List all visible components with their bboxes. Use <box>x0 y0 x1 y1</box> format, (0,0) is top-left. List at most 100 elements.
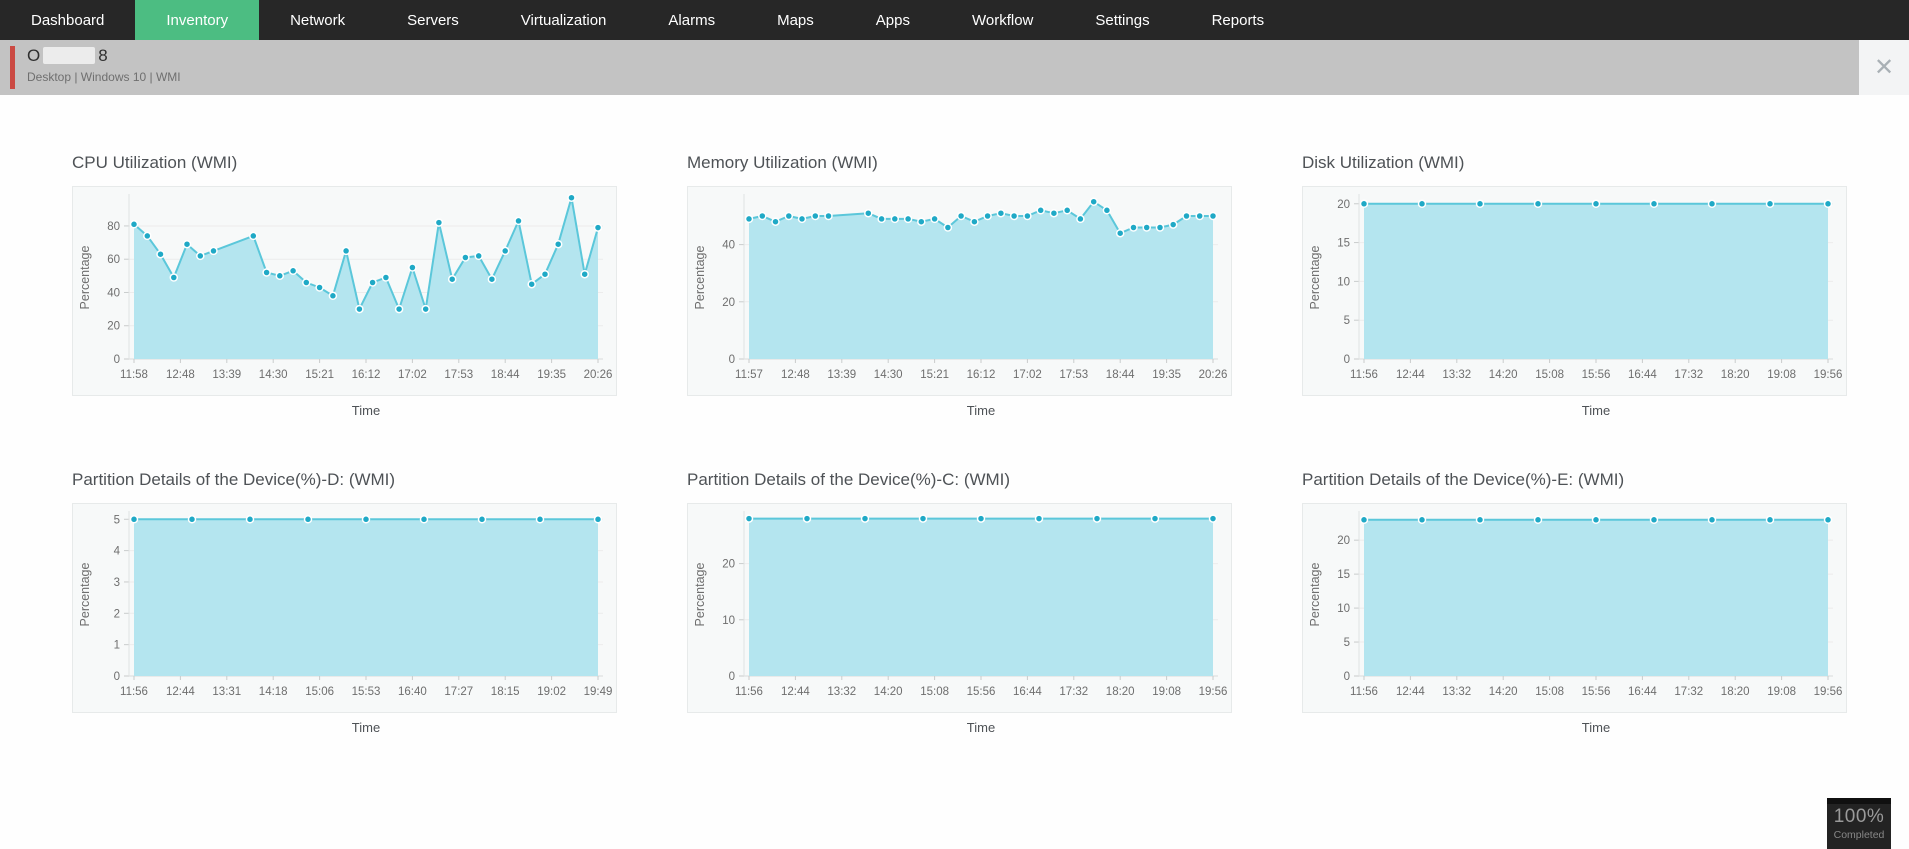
data-point[interactable] <box>182 239 192 249</box>
data-point[interactable] <box>983 211 992 221</box>
data-point[interactable] <box>1591 199 1601 209</box>
data-point[interactable] <box>824 211 833 221</box>
data-point[interactable] <box>1823 199 1833 209</box>
close-button[interactable]: ✕ <box>1859 40 1909 95</box>
data-point[interactable] <box>129 515 139 524</box>
nav-item-settings[interactable]: Settings <box>1095 11 1150 29</box>
nav-item-maps[interactable]: Maps <box>777 11 814 29</box>
data-point[interactable] <box>361 515 371 524</box>
data-point[interactable] <box>303 515 313 524</box>
data-point[interactable] <box>477 515 487 524</box>
data-point[interactable] <box>1591 515 1601 525</box>
data-point[interactable] <box>381 273 391 282</box>
nav-item-workflow[interactable]: Workflow <box>971 11 1034 29</box>
data-point[interactable] <box>1142 223 1151 232</box>
data-point[interactable] <box>408 263 417 272</box>
data-point[interactable] <box>917 217 926 226</box>
data-point[interactable] <box>1707 515 1717 525</box>
data-point[interactable] <box>1475 515 1485 525</box>
data-point[interactable] <box>394 304 404 314</box>
data-point[interactable] <box>593 223 603 232</box>
data-point[interactable] <box>744 514 754 523</box>
data-point[interactable] <box>1707 199 1717 209</box>
data-point[interactable] <box>487 274 497 284</box>
data-point[interactable] <box>196 251 205 261</box>
data-point[interactable] <box>1208 211 1218 221</box>
data-point[interactable] <box>1089 197 1098 206</box>
data-point[interactable] <box>143 231 152 241</box>
data-point[interactable] <box>1168 220 1178 229</box>
data-point[interactable] <box>1076 214 1085 224</box>
data-point[interactable] <box>535 515 545 524</box>
nav-item-inventory[interactable]: Inventory <box>135 0 260 40</box>
data-point[interactable] <box>419 515 429 524</box>
data-point[interactable] <box>918 514 928 523</box>
data-point[interactable] <box>328 291 338 301</box>
data-point[interactable] <box>1208 514 1218 523</box>
data-point[interactable] <box>864 208 873 218</box>
data-point[interactable] <box>1359 515 1369 525</box>
data-point[interactable] <box>368 278 377 287</box>
data-point[interactable] <box>1062 206 1072 215</box>
data-point[interactable] <box>802 514 812 523</box>
data-point[interactable] <box>1765 515 1775 525</box>
nav-item-reports[interactable]: Reports <box>1211 11 1265 29</box>
data-point[interactable] <box>169 273 179 282</box>
data-point[interactable] <box>1150 514 1160 523</box>
nav-item-virtualization[interactable]: Virtualization <box>520 11 607 29</box>
data-point[interactable] <box>1182 211 1191 221</box>
data-point[interactable] <box>956 211 966 221</box>
data-point[interactable] <box>1009 211 1019 221</box>
data-point[interactable] <box>129 220 139 229</box>
data-point[interactable] <box>249 231 258 241</box>
data-point[interactable] <box>500 246 510 256</box>
data-point[interactable] <box>355 304 364 314</box>
data-point[interactable] <box>187 515 197 524</box>
data-point[interactable] <box>245 515 255 524</box>
data-point[interactable] <box>1036 206 1045 215</box>
data-point[interactable] <box>447 274 457 284</box>
nav-item-servers[interactable]: Servers <box>407 11 459 29</box>
data-point[interactable] <box>811 211 820 221</box>
data-point[interactable] <box>262 268 271 277</box>
data-point[interactable] <box>1359 199 1369 209</box>
data-point[interactable] <box>860 514 870 523</box>
data-point[interactable] <box>527 279 536 289</box>
data-point[interactable] <box>567 193 576 202</box>
data-point[interactable] <box>943 223 953 232</box>
data-point[interactable] <box>970 217 979 226</box>
data-point[interactable] <box>1129 223 1138 232</box>
data-point[interactable] <box>1649 515 1659 525</box>
data-point[interactable] <box>434 218 444 227</box>
data-point[interactable] <box>877 214 886 224</box>
data-point[interactable] <box>1533 515 1543 525</box>
data-point[interactable] <box>553 239 563 249</box>
data-point[interactable] <box>1649 199 1659 209</box>
nav-item-alarms[interactable]: Alarms <box>668 11 716 29</box>
data-point[interactable] <box>1823 515 1833 525</box>
data-point[interactable] <box>1102 206 1112 215</box>
data-point[interactable] <box>209 246 218 256</box>
data-point[interactable] <box>1115 228 1125 238</box>
data-point[interactable] <box>996 208 1006 218</box>
data-point[interactable] <box>771 217 780 226</box>
data-point[interactable] <box>1049 208 1059 218</box>
data-point[interactable] <box>580 269 589 279</box>
data-point[interactable] <box>461 253 470 262</box>
data-point[interactable] <box>1765 199 1775 209</box>
data-point[interactable] <box>1195 211 1204 221</box>
data-point[interactable] <box>593 515 603 524</box>
data-point[interactable] <box>1533 199 1543 209</box>
data-point[interactable] <box>156 249 165 259</box>
data-point[interactable] <box>930 214 939 224</box>
data-point[interactable] <box>474 251 483 261</box>
data-point[interactable] <box>797 214 807 224</box>
nav-item-network[interactable]: Network <box>290 11 346 29</box>
data-point[interactable] <box>275 271 285 281</box>
data-point[interactable] <box>1417 199 1427 209</box>
data-point[interactable] <box>1417 515 1427 525</box>
data-point[interactable] <box>744 214 754 224</box>
data-point[interactable] <box>1155 223 1165 232</box>
nav-item-dashboard[interactable]: Dashboard <box>31 11 105 29</box>
data-point[interactable] <box>514 216 523 226</box>
